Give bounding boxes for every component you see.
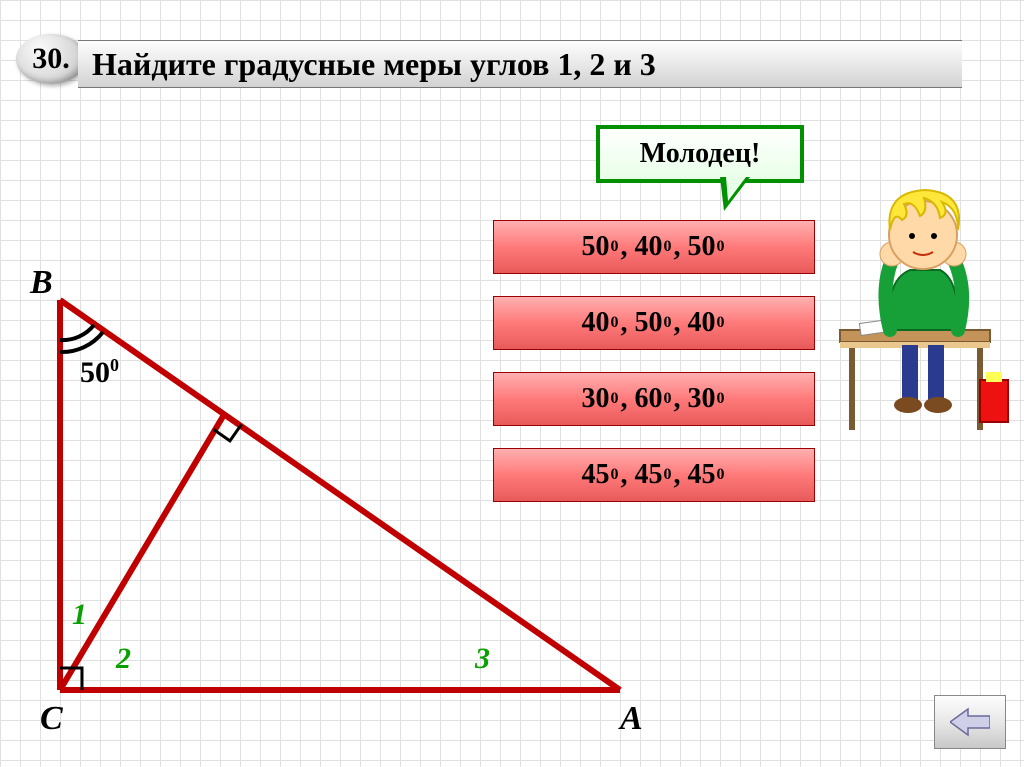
back-button[interactable] [934, 695, 1006, 749]
title-bar: Найдите градусные меры углов 1, 2 и 3 [78, 40, 962, 88]
feedback-bubble: Молодец! [596, 125, 804, 183]
back-arrow-icon [950, 707, 990, 737]
point-a-label: A [620, 700, 643, 738]
angle-2-label: 2 [116, 642, 131, 676]
problem-number-badge: 30. [16, 34, 86, 84]
angle-3-label: 3 [475, 642, 490, 676]
answers-list: 500, 400, 500 400, 500, 400 300, 600, 30… [493, 220, 815, 502]
answer-option-4[interactable]: 450, 450, 450 [493, 448, 815, 502]
given-angle-value: 500 [80, 355, 119, 390]
point-c-label: C [40, 700, 63, 738]
title-text: Найдите градусные меры углов 1, 2 и 3 [92, 46, 656, 83]
answer-option-3[interactable]: 300, 600, 300 [493, 372, 815, 426]
answer-option-2[interactable]: 400, 500, 400 [493, 296, 815, 350]
answer-option-1[interactable]: 500, 400, 500 [493, 220, 815, 274]
angle-1-label: 1 [72, 598, 87, 632]
student-illustration [830, 180, 1010, 445]
problem-number: 30. [32, 42, 70, 76]
feedback-text: Молодец! [640, 138, 761, 170]
point-b-label: B [30, 264, 53, 302]
